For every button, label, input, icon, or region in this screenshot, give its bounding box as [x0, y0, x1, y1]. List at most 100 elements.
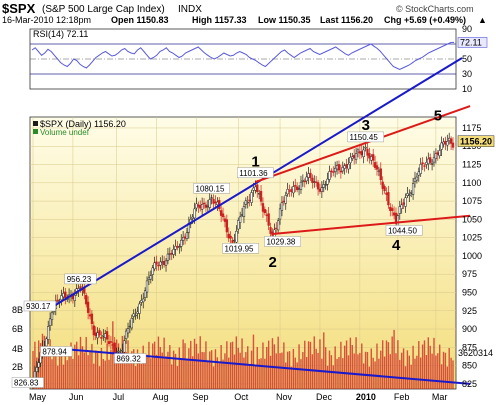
- volume-bar: [269, 355, 272, 389]
- volume-bar: [264, 358, 266, 389]
- volume-bar: [425, 355, 428, 389]
- candle-body: [299, 181, 303, 190]
- red-trendline: [255, 105, 471, 184]
- price-annotation: 1044.50: [388, 226, 417, 235]
- candle-body: [351, 156, 354, 159]
- volume-bar: [279, 353, 281, 389]
- candle-body: [136, 311, 139, 314]
- candle-body: [172, 249, 175, 255]
- candle-body: [176, 245, 179, 248]
- volume-bar: [199, 336, 201, 389]
- volume-bar: [186, 359, 188, 389]
- candle-body: [111, 344, 114, 346]
- price-annotation-box: [264, 236, 301, 247]
- candle-body: [208, 199, 211, 208]
- x-tick-label: Nov: [276, 392, 293, 402]
- candle-body: [429, 157, 432, 163]
- volume-bar: [224, 353, 226, 389]
- price-annotation-box: [347, 131, 384, 143]
- volume-bar: [127, 340, 129, 389]
- candle-body: [430, 163, 434, 165]
- volume-bar: [437, 353, 439, 389]
- volume-bar: [191, 356, 194, 389]
- volume-bar: [290, 366, 293, 389]
- volume-bar: [340, 341, 342, 389]
- volume-bar: [298, 344, 300, 389]
- volume-bar: [216, 357, 219, 389]
- candle-body: [389, 206, 392, 211]
- candle-body: [142, 298, 145, 303]
- candle-body: [301, 180, 305, 182]
- candle-body: [48, 318, 52, 326]
- candle-body: [398, 206, 401, 214]
- candle-body: [411, 183, 415, 195]
- volume-bar: [72, 358, 74, 389]
- volume-bar: [57, 365, 59, 389]
- candle-body: [244, 200, 248, 205]
- volume-bar: [197, 353, 200, 389]
- volume-tick-label: 6B: [12, 324, 23, 334]
- volume-bar: [123, 350, 125, 389]
- candle-body: [372, 154, 375, 161]
- volume-tick-label: 8B: [12, 305, 23, 315]
- candle-body: [37, 362, 40, 368]
- candle-body: [354, 153, 358, 160]
- volume-bar: [34, 341, 36, 389]
- price-tick-label: 875: [462, 342, 477, 352]
- candle-body: [265, 214, 268, 216]
- x-tick-label: Dec: [316, 392, 333, 402]
- volume-bar: [205, 341, 207, 389]
- volume-bar: [155, 354, 158, 389]
- volume-bar: [243, 357, 245, 389]
- candle-body: [73, 294, 76, 301]
- price-annotation-box: [385, 225, 423, 236]
- volume-bar: [190, 340, 192, 389]
- candle-body: [100, 336, 103, 339]
- x-tick-label: Oct: [234, 392, 249, 402]
- candle-body: [387, 192, 390, 206]
- volume-bar: [55, 348, 57, 389]
- price-annotation: 1101.36: [239, 169, 268, 178]
- candle-body: [315, 181, 318, 183]
- volume-bar: [201, 351, 203, 389]
- candle-body: [381, 181, 384, 189]
- volume-bar: [304, 340, 306, 389]
- chart-header: $SPX (S&P 500 Large Cap Index) INDX © St…: [2, 1, 487, 25]
- price-tick-label: 1175: [462, 123, 481, 133]
- candle-body: [400, 204, 403, 209]
- volume-bar: [391, 336, 393, 389]
- x-tick-label: Jul: [113, 392, 125, 402]
- candle-body: [320, 187, 324, 192]
- volume-bar: [267, 340, 270, 389]
- symbol-label: $SPX: [2, 1, 36, 16]
- candle-body: [440, 142, 443, 150]
- price-legend: $SPX (Daily) 1156.20 Volume undef: [33, 119, 126, 137]
- candle-body: [318, 188, 322, 192]
- candle-body: [307, 173, 310, 178]
- candle-body: [180, 239, 183, 247]
- chg-up-arrow-icon: ▲: [478, 15, 487, 25]
- candle-body: [322, 184, 325, 188]
- volume-bar: [47, 351, 49, 389]
- volume-bar: [140, 364, 143, 389]
- volume-bar: [110, 349, 112, 389]
- volume-bar: [210, 350, 213, 389]
- volume-bar: [218, 363, 220, 389]
- volume-bar: [76, 341, 78, 389]
- volume-bar: [131, 351, 133, 389]
- candle-body: [227, 233, 230, 239]
- candle-body: [442, 141, 445, 145]
- volume-bar: [64, 346, 67, 389]
- volume-bar: [383, 356, 386, 389]
- price-annotation: 956.23: [67, 275, 92, 284]
- x-tick-label: Jun: [69, 392, 84, 402]
- high-label: High 1157.33: [192, 15, 247, 25]
- volume-bar: [281, 352, 283, 389]
- candle-body: [328, 171, 331, 180]
- volume-bar: [440, 364, 443, 389]
- volume-bar: [448, 347, 450, 389]
- candle-body: [408, 194, 411, 196]
- candle-body: [98, 330, 101, 336]
- volume-bar: [256, 346, 258, 389]
- volume-bar: [400, 352, 403, 389]
